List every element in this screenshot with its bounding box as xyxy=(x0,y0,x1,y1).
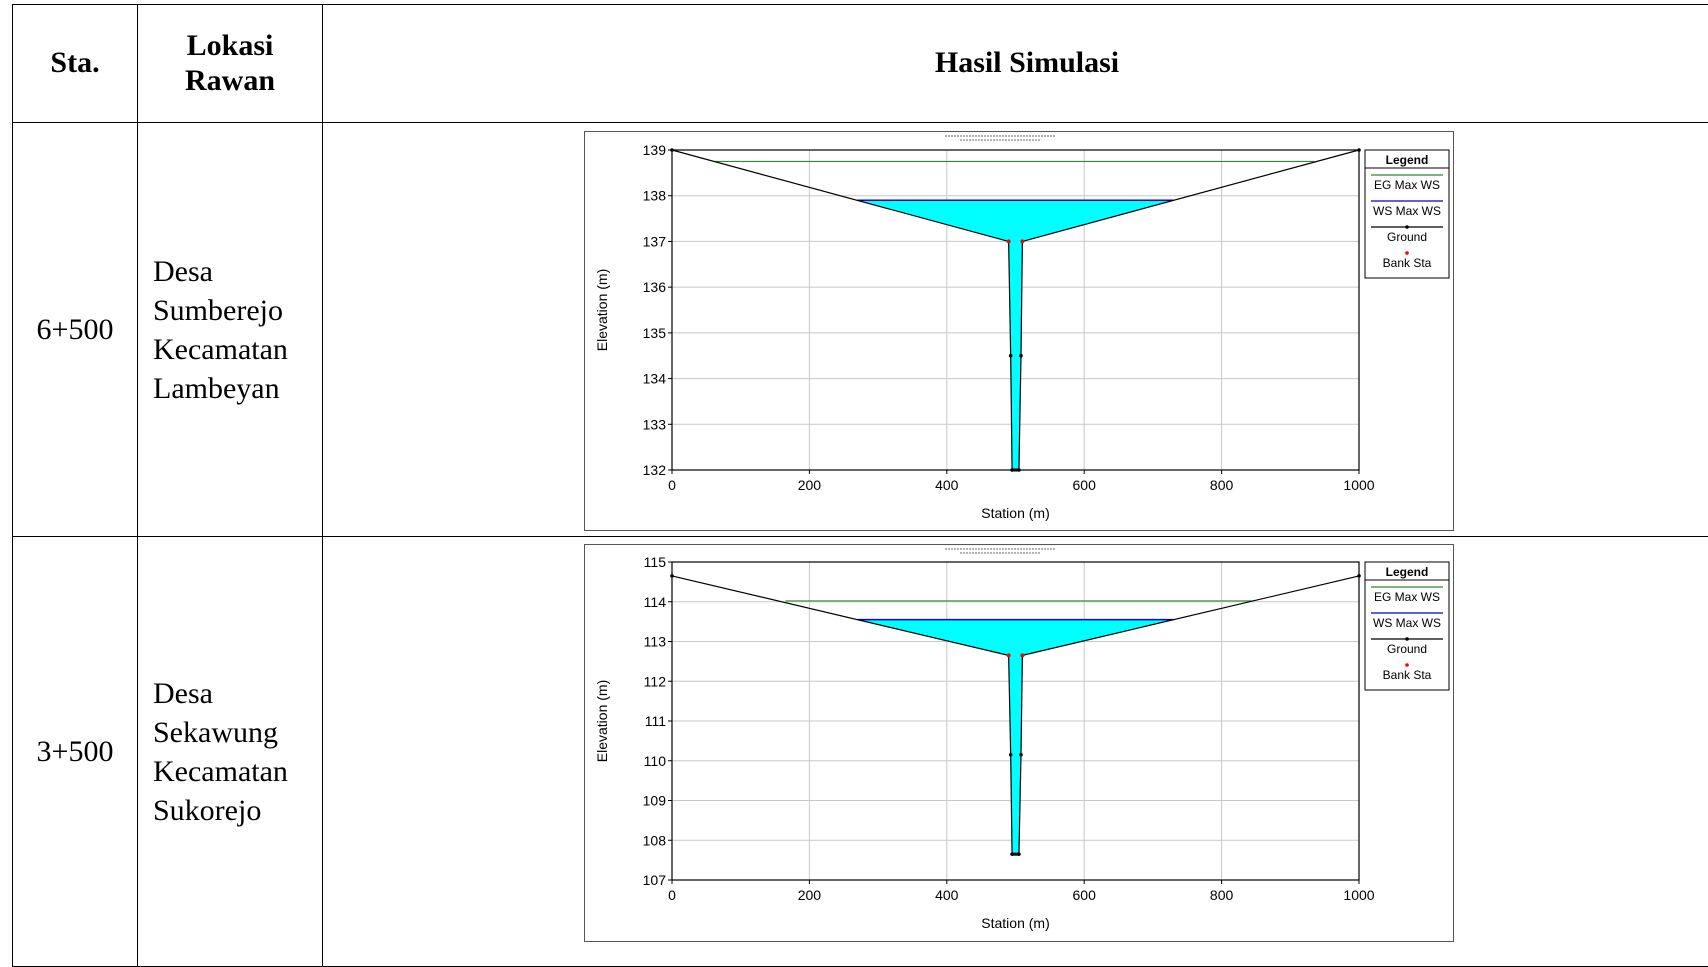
cross-section-plot: 132 133 134 135 136 137 138 139 0 200 400 600 800 100… xyxy=(584,131,1454,531)
ground-point xyxy=(1009,354,1013,358)
ground-point xyxy=(1019,753,1023,757)
y-tick-label: 135 xyxy=(643,325,667,341)
hasil-cell: 132 133 134 135 136 137 138 139 0 200 400 600 800 100… xyxy=(323,123,1708,537)
lokasi-line: Kecamatan xyxy=(153,752,322,791)
y-tick-label: 114 xyxy=(644,594,667,610)
lokasi-line: Sumberejo xyxy=(153,291,322,330)
cross-section-chart: 132 133 134 135 136 137 138 139 0 200 400 600 800 100… xyxy=(585,132,1453,530)
x-tick-label: 600 xyxy=(1073,477,1097,493)
legend-key-dot xyxy=(1405,251,1409,255)
x-tick-label: 0 xyxy=(668,887,676,903)
header-lokasi: Lokasi Rawan xyxy=(138,5,323,123)
table-row: 6+500 Desa Sumberejo Kecamatan Lambeyan … xyxy=(13,123,1708,537)
y-axis-label: Elevation (m) xyxy=(594,269,610,351)
y-tick-label: 112 xyxy=(644,673,667,689)
hasil-cell: 107 108 109 110 111 112 113 114 115 0 200 400 600 800… xyxy=(323,537,1708,967)
legend-entry: Bank Sta xyxy=(1383,256,1432,270)
lokasi-line: Kecamatan xyxy=(153,330,322,369)
x-tick-label: 800 xyxy=(1210,887,1234,903)
table-row: 3+500 Desa Sekawung Kecamatan Sukorejo 1… xyxy=(13,537,1708,967)
header-lokasi-line2: Rawan xyxy=(138,64,322,99)
legend-key-dot xyxy=(1405,225,1409,229)
header-hasil-label: Hasil Simulasi xyxy=(935,46,1119,79)
y-tick-label: 134 xyxy=(643,371,667,387)
x-tick-label: 200 xyxy=(798,887,822,903)
bank-sta-point xyxy=(1020,653,1024,657)
legend-title: Legend xyxy=(1386,153,1429,167)
sta-value: 6+500 xyxy=(37,313,114,346)
ground-point xyxy=(1009,753,1013,757)
legend-entry: Ground xyxy=(1387,642,1427,656)
lokasi-line: Lambeyan xyxy=(153,369,322,408)
lokasi-cell: Desa Sumberejo Kecamatan Lambeyan xyxy=(138,123,323,537)
x-tick-label: 200 xyxy=(798,477,822,493)
lokasi-line: Sekawung xyxy=(153,713,322,752)
x-tick-label: 1000 xyxy=(1343,887,1374,903)
header-lokasi-line1: Lokasi xyxy=(138,29,322,64)
y-tick-label: 107 xyxy=(643,872,667,888)
water-area xyxy=(857,620,1174,855)
y-tick-label: 138 xyxy=(643,188,667,204)
y-tick-label: 136 xyxy=(643,279,667,295)
legend-entry: Ground xyxy=(1387,230,1427,244)
x-tick-label: 800 xyxy=(1210,477,1234,493)
x-tick-label: 400 xyxy=(935,477,959,493)
x-axis-label: Station (m) xyxy=(981,505,1049,521)
y-axis-label: Elevation (m) xyxy=(594,680,610,762)
header-hasil: Hasil Simulasi xyxy=(323,5,1708,123)
y-tick-label: 111 xyxy=(645,713,666,729)
legend-entry: WS Max WS xyxy=(1373,616,1441,630)
cross-section-plot: 107 108 109 110 111 112 113 114 115 0 200 400 600 800… xyxy=(584,544,1454,942)
y-tick-label: 109 xyxy=(643,793,667,809)
bank-sta-point xyxy=(1020,239,1024,243)
legend-entry: EG Max WS xyxy=(1374,178,1440,192)
x-tick-label: 0 xyxy=(668,477,676,493)
lokasi-line: Sukorejo xyxy=(153,791,322,830)
x-tick-label: 400 xyxy=(935,887,959,903)
y-tick-label: 108 xyxy=(643,832,667,848)
legend-entry: Bank Sta xyxy=(1383,668,1432,682)
y-tick-label: 139 xyxy=(643,142,667,158)
legend-entry: EG Max WS xyxy=(1374,590,1440,604)
y-tick-label: 137 xyxy=(643,233,667,249)
sta-cell: 3+500 xyxy=(13,537,138,967)
ground-point xyxy=(1010,852,1014,856)
ground-point xyxy=(1017,852,1021,856)
header-sta: Sta. xyxy=(13,5,138,123)
legend-key-dot xyxy=(1405,637,1409,641)
y-tick-label: 132 xyxy=(643,462,667,478)
y-tick-label: 110 xyxy=(644,753,667,769)
cross-section-chart: 107 108 109 110 111 112 113 114 115 0 200 400 600 800… xyxy=(585,545,1453,941)
sta-value: 3+500 xyxy=(37,735,114,768)
x-axis-label: Station (m) xyxy=(981,915,1049,931)
lokasi-line: Desa xyxy=(153,674,322,713)
header-sta-label: Sta. xyxy=(50,46,99,79)
water-area xyxy=(857,200,1174,470)
bank-sta-point xyxy=(1007,653,1011,657)
lokasi-cell: Desa Sekawung Kecamatan Sukorejo xyxy=(138,537,323,967)
simulation-table: Sta. Lokasi Rawan Hasil Simulasi 6+500 D… xyxy=(12,4,1708,967)
y-tick-label: 115 xyxy=(644,554,667,570)
ground-point xyxy=(1019,354,1023,358)
legend-key-dot xyxy=(1405,663,1409,667)
bank-sta-point xyxy=(1007,239,1011,243)
x-tick-label: 600 xyxy=(1073,887,1097,903)
lokasi-line: Desa xyxy=(153,252,322,291)
x-tick-label: 1000 xyxy=(1343,477,1374,493)
y-tick-label: 113 xyxy=(644,634,667,650)
y-tick-label: 133 xyxy=(643,416,667,432)
legend-title: Legend xyxy=(1386,565,1429,579)
table-header-row: Sta. Lokasi Rawan Hasil Simulasi xyxy=(13,5,1708,123)
sta-cell: 6+500 xyxy=(13,123,138,537)
legend-entry: WS Max WS xyxy=(1373,204,1441,218)
